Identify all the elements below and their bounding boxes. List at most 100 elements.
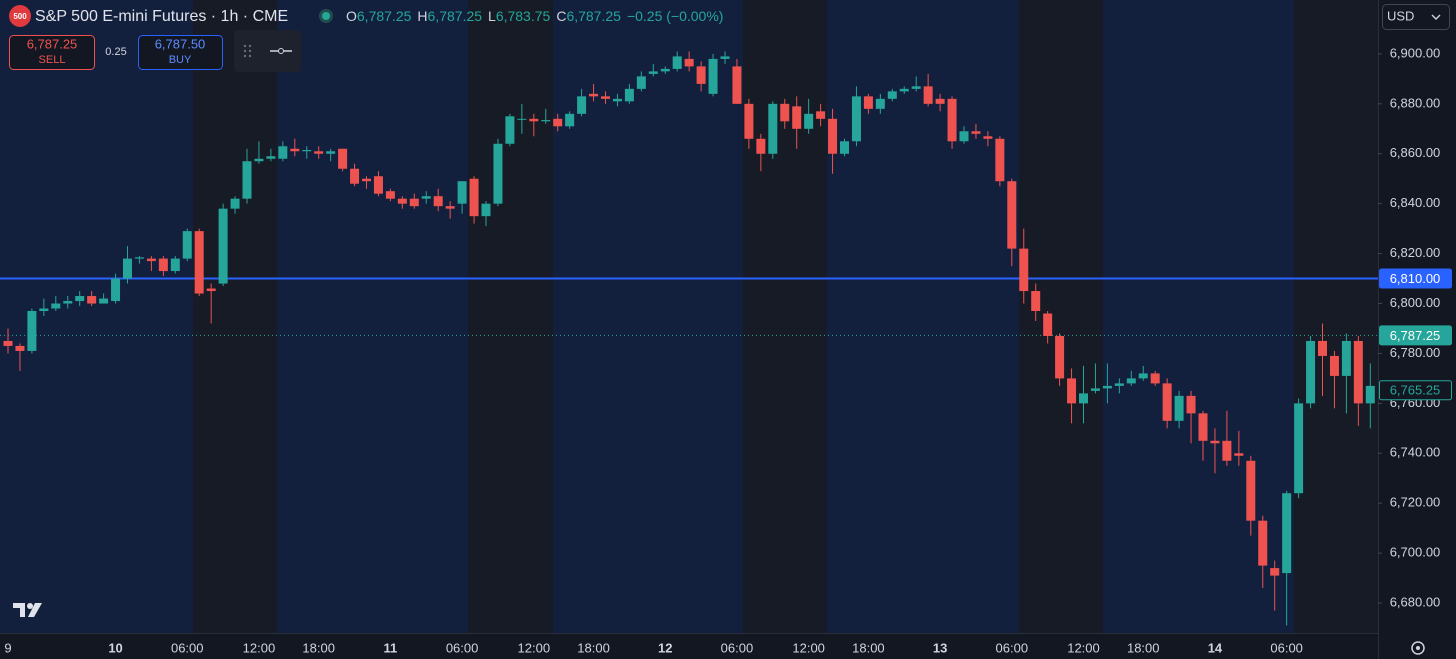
x-tick-label: 12:00 xyxy=(792,640,825,655)
dropdown-caret xyxy=(1431,14,1441,20)
candle-body xyxy=(792,106,802,129)
x-tick-label: 12:00 xyxy=(243,640,276,655)
buy-button[interactable] xyxy=(138,35,223,70)
candle-body xyxy=(1043,313,1053,336)
candle-body xyxy=(1329,355,1339,376)
ohlc-key: O xyxy=(346,8,357,24)
sell-button[interactable] xyxy=(9,35,95,70)
settings-icon[interactable] xyxy=(1411,641,1425,655)
candle-body xyxy=(935,98,945,104)
candle-body xyxy=(553,118,563,127)
widget-box[interactable] xyxy=(234,30,301,72)
currency-label: USD xyxy=(1387,8,1414,23)
y-tick-label: 6,780.00 xyxy=(1390,345,1441,360)
candle-body xyxy=(39,308,49,312)
candle-body xyxy=(1102,385,1112,389)
sell-price: 6,787.25 xyxy=(27,36,78,51)
ohlc-key: L xyxy=(488,8,496,24)
candle-body xyxy=(1031,291,1041,312)
candle-body xyxy=(589,93,599,97)
candle-body xyxy=(170,258,180,272)
candle-body xyxy=(684,58,694,67)
ohlc-key: C xyxy=(556,8,566,24)
candle-body xyxy=(828,118,838,154)
x-tick-label: 06:00 xyxy=(1270,640,1303,655)
candle-body xyxy=(1162,383,1172,421)
candle-body xyxy=(362,178,371,182)
y-tick-label: 6,720.00 xyxy=(1390,495,1441,510)
candle-body xyxy=(194,231,204,294)
candle-body xyxy=(780,103,790,122)
candle-body xyxy=(1138,373,1148,379)
candle-body xyxy=(206,288,216,292)
candle-body xyxy=(1282,493,1292,574)
candle-body xyxy=(1090,388,1100,391)
symbol-title[interactable]: S&P 500 E-mini Futures · 1h · CME xyxy=(35,8,288,25)
currency-select[interactable] xyxy=(1382,4,1450,30)
candle-body xyxy=(218,208,228,284)
status-dot xyxy=(322,12,330,20)
x-tick-label: 06:00 xyxy=(446,640,479,655)
x-tick-label: 12:00 xyxy=(518,640,551,655)
candle-body xyxy=(1294,403,1304,494)
x-tick-label: 12:00 xyxy=(1067,640,1100,655)
y-tick-label: 6,860.00 xyxy=(1390,145,1441,160)
candle-body xyxy=(851,96,861,142)
x-tick-label: 06:00 xyxy=(721,640,754,655)
candle-body xyxy=(1067,378,1077,404)
candle-body xyxy=(1126,378,1136,384)
candle-body xyxy=(433,196,443,207)
symbol-logo[interactable] xyxy=(9,5,31,27)
candle-body xyxy=(947,98,957,142)
y-tick-label: 6,900.00 xyxy=(1390,45,1441,60)
line-icon xyxy=(270,48,292,54)
price-tag xyxy=(1379,325,1452,346)
y-tick-label: 6,700.00 xyxy=(1390,545,1441,560)
candle-body xyxy=(242,161,252,199)
candle-body xyxy=(983,136,993,139)
candle-body xyxy=(696,66,706,84)
candle-body xyxy=(959,131,969,142)
candle-body xyxy=(397,198,407,204)
candle-body xyxy=(660,68,670,72)
candle-body xyxy=(51,303,61,309)
candle-body xyxy=(111,278,121,302)
ohlc-value: 6,787.25 xyxy=(428,8,483,24)
candle-body xyxy=(302,150,312,152)
candle-body xyxy=(577,96,587,114)
ohlc-value: 6,787.25 xyxy=(357,8,412,24)
candle-body xyxy=(278,146,288,159)
candle-body xyxy=(529,118,539,122)
axes: 6,680.006,700.006,720.006,740.006,760.00… xyxy=(4,45,1452,655)
ohlc-legend: O6,787.25 H6,787.25 L6,783.75 C6,787.25 −0.2… xyxy=(346,8,723,24)
buy-label: BUY xyxy=(169,54,192,66)
candle-body xyxy=(75,296,85,302)
candle-body xyxy=(373,176,383,194)
candle-body xyxy=(995,138,1005,182)
x-tick-label: 9 xyxy=(4,640,11,655)
candle-body xyxy=(134,257,144,259)
candle-body xyxy=(1222,440,1232,461)
candle-body xyxy=(290,148,300,152)
x-tick-label: 12 xyxy=(658,640,672,655)
candle-body xyxy=(123,258,132,279)
candle-body xyxy=(971,131,981,134)
tv-logo xyxy=(13,603,42,617)
candle-body xyxy=(1306,340,1316,404)
candle-body xyxy=(326,151,336,154)
candle-body xyxy=(1210,440,1220,444)
candle-body xyxy=(266,156,276,159)
candle-body xyxy=(875,98,885,109)
candle-body xyxy=(911,86,921,89)
candle-body xyxy=(1198,413,1208,441)
candle-body xyxy=(1258,520,1268,566)
candle-body xyxy=(314,151,324,154)
candle-body xyxy=(1055,335,1065,379)
candle-body xyxy=(1186,395,1196,414)
price-tag-label: 6,765.25 xyxy=(1390,383,1441,398)
candle-body xyxy=(744,103,754,139)
change: −0.25 (−0.00%) xyxy=(627,8,724,24)
candle-body xyxy=(840,141,849,154)
spread: 0.25 xyxy=(105,46,126,58)
